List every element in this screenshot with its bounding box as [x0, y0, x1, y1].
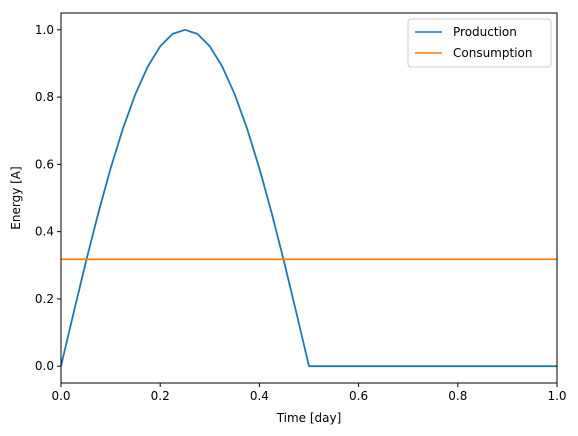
y-axis-ticks: 0.0 0.2 0.4 0.6 0.8 1.0	[35, 23, 61, 373]
x-tick-label: 0.2	[151, 389, 170, 403]
x-tick-label: 0.8	[448, 389, 467, 403]
plot-lines	[60, 28, 557, 368]
y-tick-label: 0.6	[35, 157, 54, 171]
x-tick-label: 0.4	[250, 389, 269, 403]
y-tick-label: 0.2	[35, 292, 54, 306]
legend-box	[407, 18, 552, 68]
y-tick-label: 0.4	[35, 225, 54, 239]
x-tick-label: 0.6	[349, 389, 368, 403]
legend-label-consumption: Consumption	[453, 46, 532, 60]
legend: Production Consumption	[407, 18, 552, 68]
x-axis-ticks: 0.0 0.2 0.4 0.6 0.8 1.0	[51, 383, 567, 403]
series-line-production	[60, 28, 557, 368]
x-tick-label: 1.0	[547, 389, 566, 403]
y-axis-label: Energy [A]	[9, 166, 23, 229]
x-axis-label: Time [day]	[276, 411, 342, 425]
plot-frame	[60, 12, 558, 384]
y-tick-label: 0.0	[35, 359, 54, 373]
y-tick-label: 0.8	[35, 90, 54, 104]
y-tick-label: 1.0	[35, 23, 54, 37]
legend-label-production: Production	[453, 25, 517, 39]
x-tick-label: 0.0	[51, 389, 70, 403]
